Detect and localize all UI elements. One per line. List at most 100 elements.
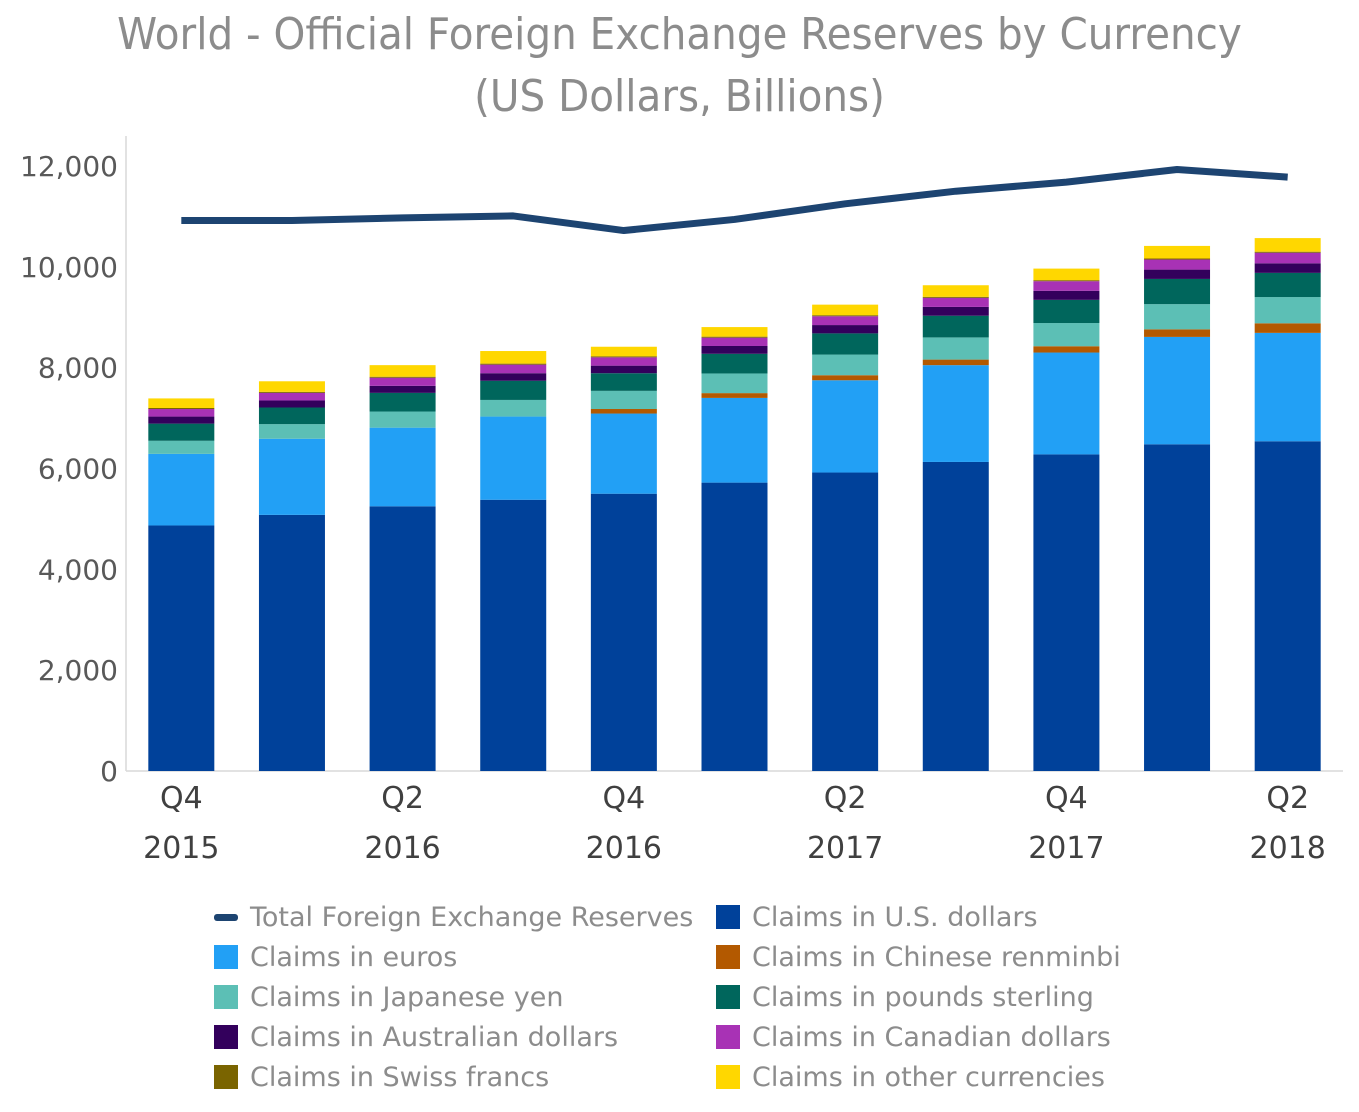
bar-segment xyxy=(1144,278,1211,305)
chart-title-line-1: World - Official Foreign Exchange Reserv… xyxy=(117,9,1242,60)
bar-segment xyxy=(369,506,436,771)
bar-segment xyxy=(1033,280,1100,282)
legend-item-cad: Claims in Canadian dollars xyxy=(716,1017,1156,1057)
bar-segment xyxy=(701,337,768,346)
bar-segment xyxy=(590,346,657,357)
bar-segment xyxy=(480,416,547,500)
bar-segment xyxy=(258,381,325,392)
bar-segment xyxy=(922,297,989,307)
legend-label: Claims in U.S. dollars xyxy=(752,901,1038,933)
y-tick-label: 10,000 xyxy=(20,251,118,284)
x-tick-label: 2015 xyxy=(143,831,219,866)
bar-segment xyxy=(480,380,547,400)
bars-layer xyxy=(148,238,1321,771)
y-tick-label: 8,000 xyxy=(38,352,118,385)
legend-row: Total Foreign Exchange Reserves Claims i… xyxy=(214,897,1174,937)
bar-segment xyxy=(812,354,879,376)
bar-segment xyxy=(258,438,325,515)
bar-segment xyxy=(480,351,547,364)
x-tick-label: Q4 xyxy=(603,781,646,816)
bar-segment xyxy=(922,365,989,462)
bar-segment xyxy=(701,353,768,374)
bar-segment xyxy=(369,385,436,393)
legend-swatch-line xyxy=(214,913,238,921)
bar-segment xyxy=(148,525,215,771)
bar-segment xyxy=(1033,290,1100,300)
bar-segment xyxy=(148,440,215,454)
bar-segment xyxy=(148,409,215,417)
bar-segment xyxy=(480,499,547,771)
bar-segment xyxy=(369,392,436,412)
legend-row: Claims in Japanese yen Claims in pounds … xyxy=(214,977,1174,1017)
bar-segment xyxy=(701,373,768,394)
legend-label: Claims in pounds sterling xyxy=(752,981,1094,1013)
bar-segment xyxy=(369,365,436,377)
bar-segment xyxy=(258,391,325,393)
legend-item-yen: Claims in Japanese yen xyxy=(214,977,716,1017)
bar-segment xyxy=(148,398,215,408)
bar-segment xyxy=(1144,336,1211,445)
bar-segment xyxy=(148,423,215,441)
bar-segment xyxy=(922,306,989,316)
bar-segment xyxy=(922,461,989,771)
legend-label: Claims in other currencies xyxy=(752,1061,1105,1093)
bar-segment xyxy=(590,373,657,391)
bar-segment xyxy=(812,304,879,316)
legend: Total Foreign Exchange Reserves Claims i… xyxy=(214,897,1174,1097)
legend-item-usd: Claims in U.S. dollars xyxy=(716,897,1156,937)
legend-label: Claims in Australian dollars xyxy=(250,1021,619,1053)
bar-segment xyxy=(148,453,215,526)
total-line-layer xyxy=(181,166,1288,235)
legend-label: Claims in Canadian dollars xyxy=(752,1021,1111,1053)
bar-segment xyxy=(148,416,215,424)
bar-segment xyxy=(480,364,547,374)
bar-segment xyxy=(1144,444,1211,771)
tick-label-layer: 0 2,000 4,000 6,000 8,000 10,000 12,000 Q4 2015 Q… xyxy=(20,150,1326,866)
bar-segment xyxy=(812,333,879,355)
x-tick-label: Q2 xyxy=(1266,781,1309,816)
legend-swatch xyxy=(716,905,740,929)
legend-item-chf: Claims in Swiss francs xyxy=(214,1057,716,1097)
bar-segment xyxy=(590,356,657,358)
legend-item-total-reserves: Total Foreign Exchange Reserves xyxy=(214,897,716,937)
bar-segment xyxy=(590,365,657,374)
x-tick-label: 2017 xyxy=(807,831,883,866)
legend-swatch xyxy=(214,945,238,969)
bar-segment xyxy=(1254,441,1321,771)
bar-segment xyxy=(1033,352,1100,455)
bar-segment xyxy=(1144,329,1211,337)
legend-swatch xyxy=(716,985,740,1009)
bar-segment xyxy=(701,482,768,771)
legend-label: Total Foreign Exchange Reserves xyxy=(250,901,694,933)
bar-segment xyxy=(590,357,657,366)
legend-swatch xyxy=(716,945,740,969)
stacked-bar-chart: 0 2,000 4,000 6,000 8,000 10,000 12,000 Q4 2015 Q… xyxy=(20,136,1343,866)
bar-segment xyxy=(369,427,436,507)
bar-segment xyxy=(701,397,768,483)
x-tick-label: 2016 xyxy=(364,831,440,866)
bar-segment xyxy=(1033,346,1100,353)
bar-segment xyxy=(480,399,547,417)
y-tick-label: 0 xyxy=(100,755,118,788)
x-tick-label: Q4 xyxy=(1045,781,1088,816)
bar-segment xyxy=(1254,263,1321,273)
bar-segment xyxy=(480,373,547,381)
bar-segment xyxy=(1254,332,1321,442)
bar-segment xyxy=(1254,323,1321,333)
bar-segment xyxy=(812,380,879,473)
bar-segment xyxy=(812,375,879,381)
bar-segment xyxy=(258,392,325,401)
bar-segment xyxy=(590,493,657,771)
bar-segment xyxy=(922,285,989,297)
legend-row: Claims in euros Claims in Chinese renmin… xyxy=(214,937,1174,977)
bar-segment xyxy=(701,345,768,354)
legend-item-sterling: Claims in pounds sterling xyxy=(716,977,1156,1017)
bar-segment xyxy=(1254,251,1321,253)
bar-segment xyxy=(1144,258,1211,260)
bar-segment xyxy=(701,327,768,337)
x-tick-label: Q2 xyxy=(824,781,867,816)
bar-segment xyxy=(812,315,879,317)
bar-segment xyxy=(369,377,436,386)
legend-swatch xyxy=(214,1065,238,1089)
bar-segment xyxy=(1033,299,1100,324)
